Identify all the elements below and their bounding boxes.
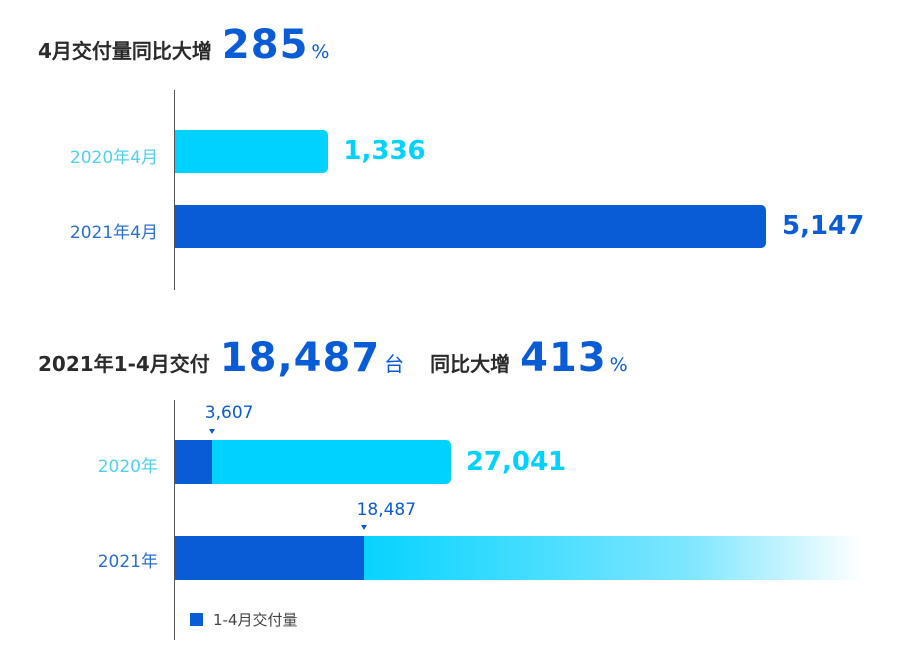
data-label: 27,041 bbox=[465, 447, 567, 477]
header-april: 4月交付量同比大增 285 % bbox=[38, 22, 329, 68]
header-ytd-text2: 同比大增 bbox=[430, 352, 511, 376]
legend-swatch-icon bbox=[190, 613, 203, 626]
category-label: 2021年 bbox=[97, 552, 158, 572]
bar-2021-jan-apr bbox=[175, 536, 364, 580]
marker-triangle-icon bbox=[360, 525, 367, 530]
header-ytd: 2021年1-4月交付 18,487 台 同比大增 413 % bbox=[38, 335, 628, 381]
marker-triangle-icon bbox=[208, 429, 215, 434]
category-label: 2020年4月 bbox=[69, 148, 158, 168]
category-label: 2021年4月 bbox=[69, 223, 158, 243]
header-ytd-unit2: % bbox=[609, 354, 628, 376]
category-label: 2020年 bbox=[97, 457, 158, 477]
axis-line-bottom bbox=[174, 400, 175, 640]
data-label: 3,607 bbox=[204, 403, 254, 423]
header-april-unit: % bbox=[311, 41, 330, 63]
header-ytd-value2: 413 bbox=[520, 335, 607, 381]
header-ytd-unit: 台 bbox=[384, 352, 405, 376]
legend-label: 1-4月交付量 bbox=[213, 611, 298, 629]
header-ytd-text: 2021年1-4月交付 bbox=[38, 352, 210, 376]
bar-2020-jan-apr bbox=[175, 440, 212, 484]
data-label: 1,336 bbox=[343, 136, 426, 166]
bar-2020-april bbox=[175, 130, 329, 173]
bar-2021-april bbox=[175, 205, 766, 248]
data-label: 5,147 bbox=[782, 211, 865, 241]
axis-line-top bbox=[174, 90, 175, 290]
header-april-text: 4月交付量同比大增 bbox=[38, 39, 212, 63]
data-label: 18,487 bbox=[356, 500, 417, 520]
legend: 1-4月交付量 bbox=[190, 609, 298, 630]
header-april-value: 285 bbox=[221, 22, 309, 68]
bar-2020-total bbox=[175, 440, 451, 484]
header-ytd-value: 18,487 bbox=[219, 335, 381, 381]
